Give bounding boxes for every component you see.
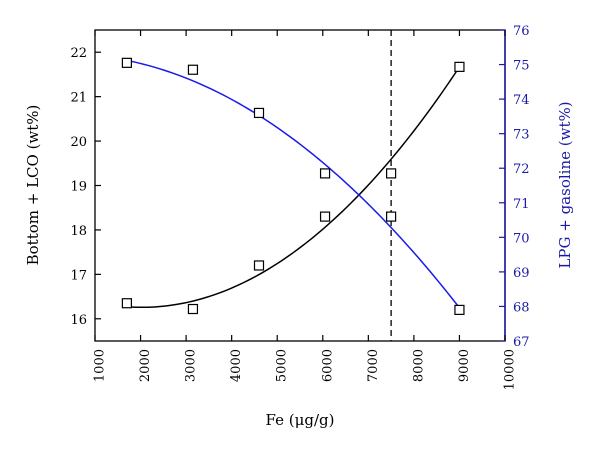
y-left-tick-label: 20	[70, 135, 87, 150]
y-right-tick-label: 74	[513, 93, 530, 108]
y-left-tick-label: 17	[70, 268, 87, 283]
y-right-tick-label: 67	[513, 335, 530, 350]
x-tick-label: 5000	[275, 349, 290, 382]
y-left-axis-ticks: 16 17 18 19 20 21 22	[70, 46, 101, 328]
y-left-tick-label: 18	[70, 224, 87, 239]
y-left-tick-label: 22	[70, 46, 87, 61]
fit-curve-right	[126, 59, 461, 309]
x-tick-label: 8000	[411, 349, 426, 382]
y-right-tick-label: 73	[513, 128, 530, 143]
x-axis-ticks: 1000 2000 3000 4000 5000 6000 7000 8000 9000 1000…	[93, 30, 518, 390]
y-right-tick-label: 76	[513, 24, 530, 39]
x-tick-label: 4000	[229, 349, 244, 382]
y-right-tick-label: 71	[513, 197, 530, 212]
y-right-tick-label: 75	[513, 59, 530, 74]
data-point-left	[253, 260, 265, 271]
y-right-axis-title: LPG + gasoline (wt%)	[556, 101, 574, 268]
x-tick-label: 10000	[503, 349, 518, 390]
data-point-left	[386, 211, 397, 222]
x-tick-label: 6000	[320, 349, 335, 382]
data-point-right	[121, 57, 132, 68]
plot-frame	[94, 29, 506, 342]
y-right-tick-label: 68	[513, 300, 530, 315]
data-point-right	[386, 168, 397, 179]
data-point-left	[319, 211, 331, 222]
x-tick-label: 1000	[93, 349, 108, 382]
data-point-left	[187, 303, 199, 315]
y-left-tick-label: 16	[70, 313, 87, 328]
y-left-axis-title: Bottom + LCO (wt%)	[24, 105, 42, 266]
data-point-right	[319, 168, 331, 179]
x-tick-label: 2000	[138, 349, 153, 382]
y-left-tick-label: 19	[70, 180, 87, 195]
fit-curve-left	[126, 66, 461, 309]
data-point-left	[121, 298, 132, 309]
y-right-tick-label: 69	[513, 266, 530, 281]
fit-curves	[126, 59, 461, 309]
y-right-tick-label: 72	[513, 162, 530, 177]
y-right-tick-label: 70	[513, 231, 530, 246]
data-point-right	[253, 107, 265, 119]
data-point-left	[454, 61, 465, 72]
data-points	[121, 57, 465, 315]
y-left-tick-label: 21	[70, 91, 87, 106]
data-point-right	[454, 304, 465, 315]
data-point-right	[187, 64, 199, 75]
x-tick-label: 7000	[366, 349, 381, 382]
x-axis-title: Fe (μg/g)	[266, 411, 335, 429]
x-tick-label: 9000	[457, 349, 472, 382]
y-right-axis-ticks: 67 68 69 70 71 72 73 74 75 76	[499, 24, 530, 350]
x-tick-label: 3000	[184, 349, 199, 382]
